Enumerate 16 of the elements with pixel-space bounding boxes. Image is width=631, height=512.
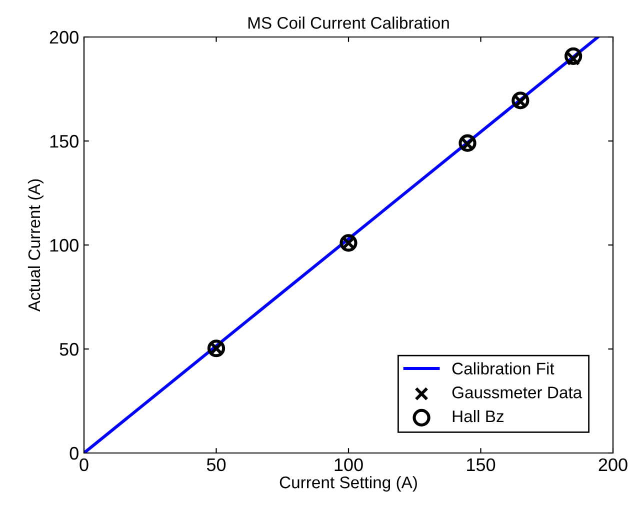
legend-label: Gaussmeter Data xyxy=(452,386,582,398)
legend-label: Hall Bz xyxy=(452,410,504,422)
y-tick-label: 150 xyxy=(50,134,78,148)
y-tick-label: 200 xyxy=(50,30,78,44)
x-tick-label: 150 xyxy=(467,458,496,472)
x-tick-label: 200 xyxy=(598,458,628,472)
y-tick-label: 0 xyxy=(70,446,78,460)
x-axis-title: Current Setting (A) xyxy=(280,476,417,492)
y-tick-label: 100 xyxy=(50,238,78,252)
y-axis-title: Actual Current (A) xyxy=(28,179,44,312)
x-tick-label: 100 xyxy=(334,458,363,472)
x-tick-label: 50 xyxy=(206,458,226,472)
chart-title: MS Coil Current Calibration xyxy=(248,16,449,29)
legend-label: Calibration Fit xyxy=(452,362,554,374)
x-tick-label: 0 xyxy=(80,458,88,472)
y-tick-label: 50 xyxy=(60,342,78,356)
